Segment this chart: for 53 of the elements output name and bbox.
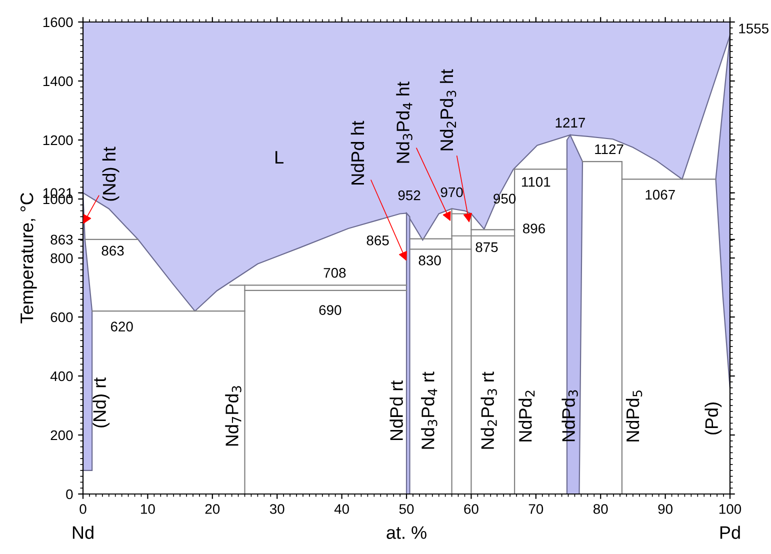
x-tick-label: 50 xyxy=(399,504,414,514)
annotation: Nd$_{3}$Pd$_{4}$ rt xyxy=(421,372,438,449)
x-axis-title: at. % xyxy=(386,526,426,539)
annotation: Nd$_{3}$Pd$_{4}$ ht xyxy=(396,82,412,163)
annotation: NdPd ht xyxy=(350,120,364,184)
annotation: L xyxy=(276,151,284,164)
annotation: 1217 xyxy=(556,118,585,128)
x-tick-label: 0 xyxy=(80,504,86,514)
annotation: NdPd rt xyxy=(390,380,403,440)
x-tick-label: 20 xyxy=(205,504,220,514)
x-tick-label: 90 xyxy=(658,504,672,514)
x-tick-label: 60 xyxy=(464,504,478,514)
annotation: 896 xyxy=(523,224,545,234)
x-tick-label: 80 xyxy=(593,504,608,514)
annotation: 970 xyxy=(440,187,463,198)
y-tick-label: 1400 xyxy=(43,76,73,86)
text: Nd xyxy=(72,526,94,539)
annotation: 620 xyxy=(110,322,133,332)
y-tick-label: 800 xyxy=(50,253,73,264)
annotation: 1555 xyxy=(739,24,768,34)
annotation: NdPd$_{2}$ xyxy=(518,390,535,442)
text: Pd xyxy=(720,526,740,539)
y-tick-label: 400 xyxy=(50,371,73,382)
annotation: 690 xyxy=(319,305,342,316)
annotation: 830 xyxy=(418,256,441,266)
annotation: Nd$_{2}$Pd$_{3}$ rt xyxy=(480,372,497,449)
y-tick-label: 1200 xyxy=(43,135,73,146)
x-tick-label: 30 xyxy=(270,504,284,514)
x-tick-label: 100 xyxy=(719,504,742,514)
y-axis-title: Temperature, °C xyxy=(20,192,37,324)
x-tick-label: 70 xyxy=(528,504,544,514)
annotation: 865 xyxy=(366,235,389,246)
annotation: 1067 xyxy=(646,190,675,200)
annotation: (Pd) xyxy=(704,402,722,434)
annotation: 1127 xyxy=(595,144,624,154)
y-tick-label: 600 xyxy=(50,312,73,322)
annotation: 952 xyxy=(398,190,420,200)
annotation: NdPd$_{3}$ xyxy=(562,390,578,442)
annotation: Nd$_{7}$Pd$_{3}$ xyxy=(225,386,242,446)
annotation: 708 xyxy=(324,268,346,278)
x-tick-label: 10 xyxy=(141,504,155,514)
y-tick-label: 200 xyxy=(50,430,73,440)
annotation: Nd$_{2}$Pd$_{3}$ ht xyxy=(440,69,456,150)
annotation: (Nd) rt xyxy=(92,377,110,428)
y-tick-label: 1600 xyxy=(43,17,73,28)
annotation: (Nd) ht xyxy=(102,146,120,201)
annotation: 875 xyxy=(476,242,498,252)
y-tick-label: 0 xyxy=(66,489,73,500)
y-tick-label: 863 xyxy=(50,234,73,245)
annotation: 863 xyxy=(102,246,124,256)
annotation: 1101 xyxy=(522,176,550,187)
annotation: NdPd$_{5}$ xyxy=(626,390,642,442)
x-tick-label: 40 xyxy=(334,504,349,514)
